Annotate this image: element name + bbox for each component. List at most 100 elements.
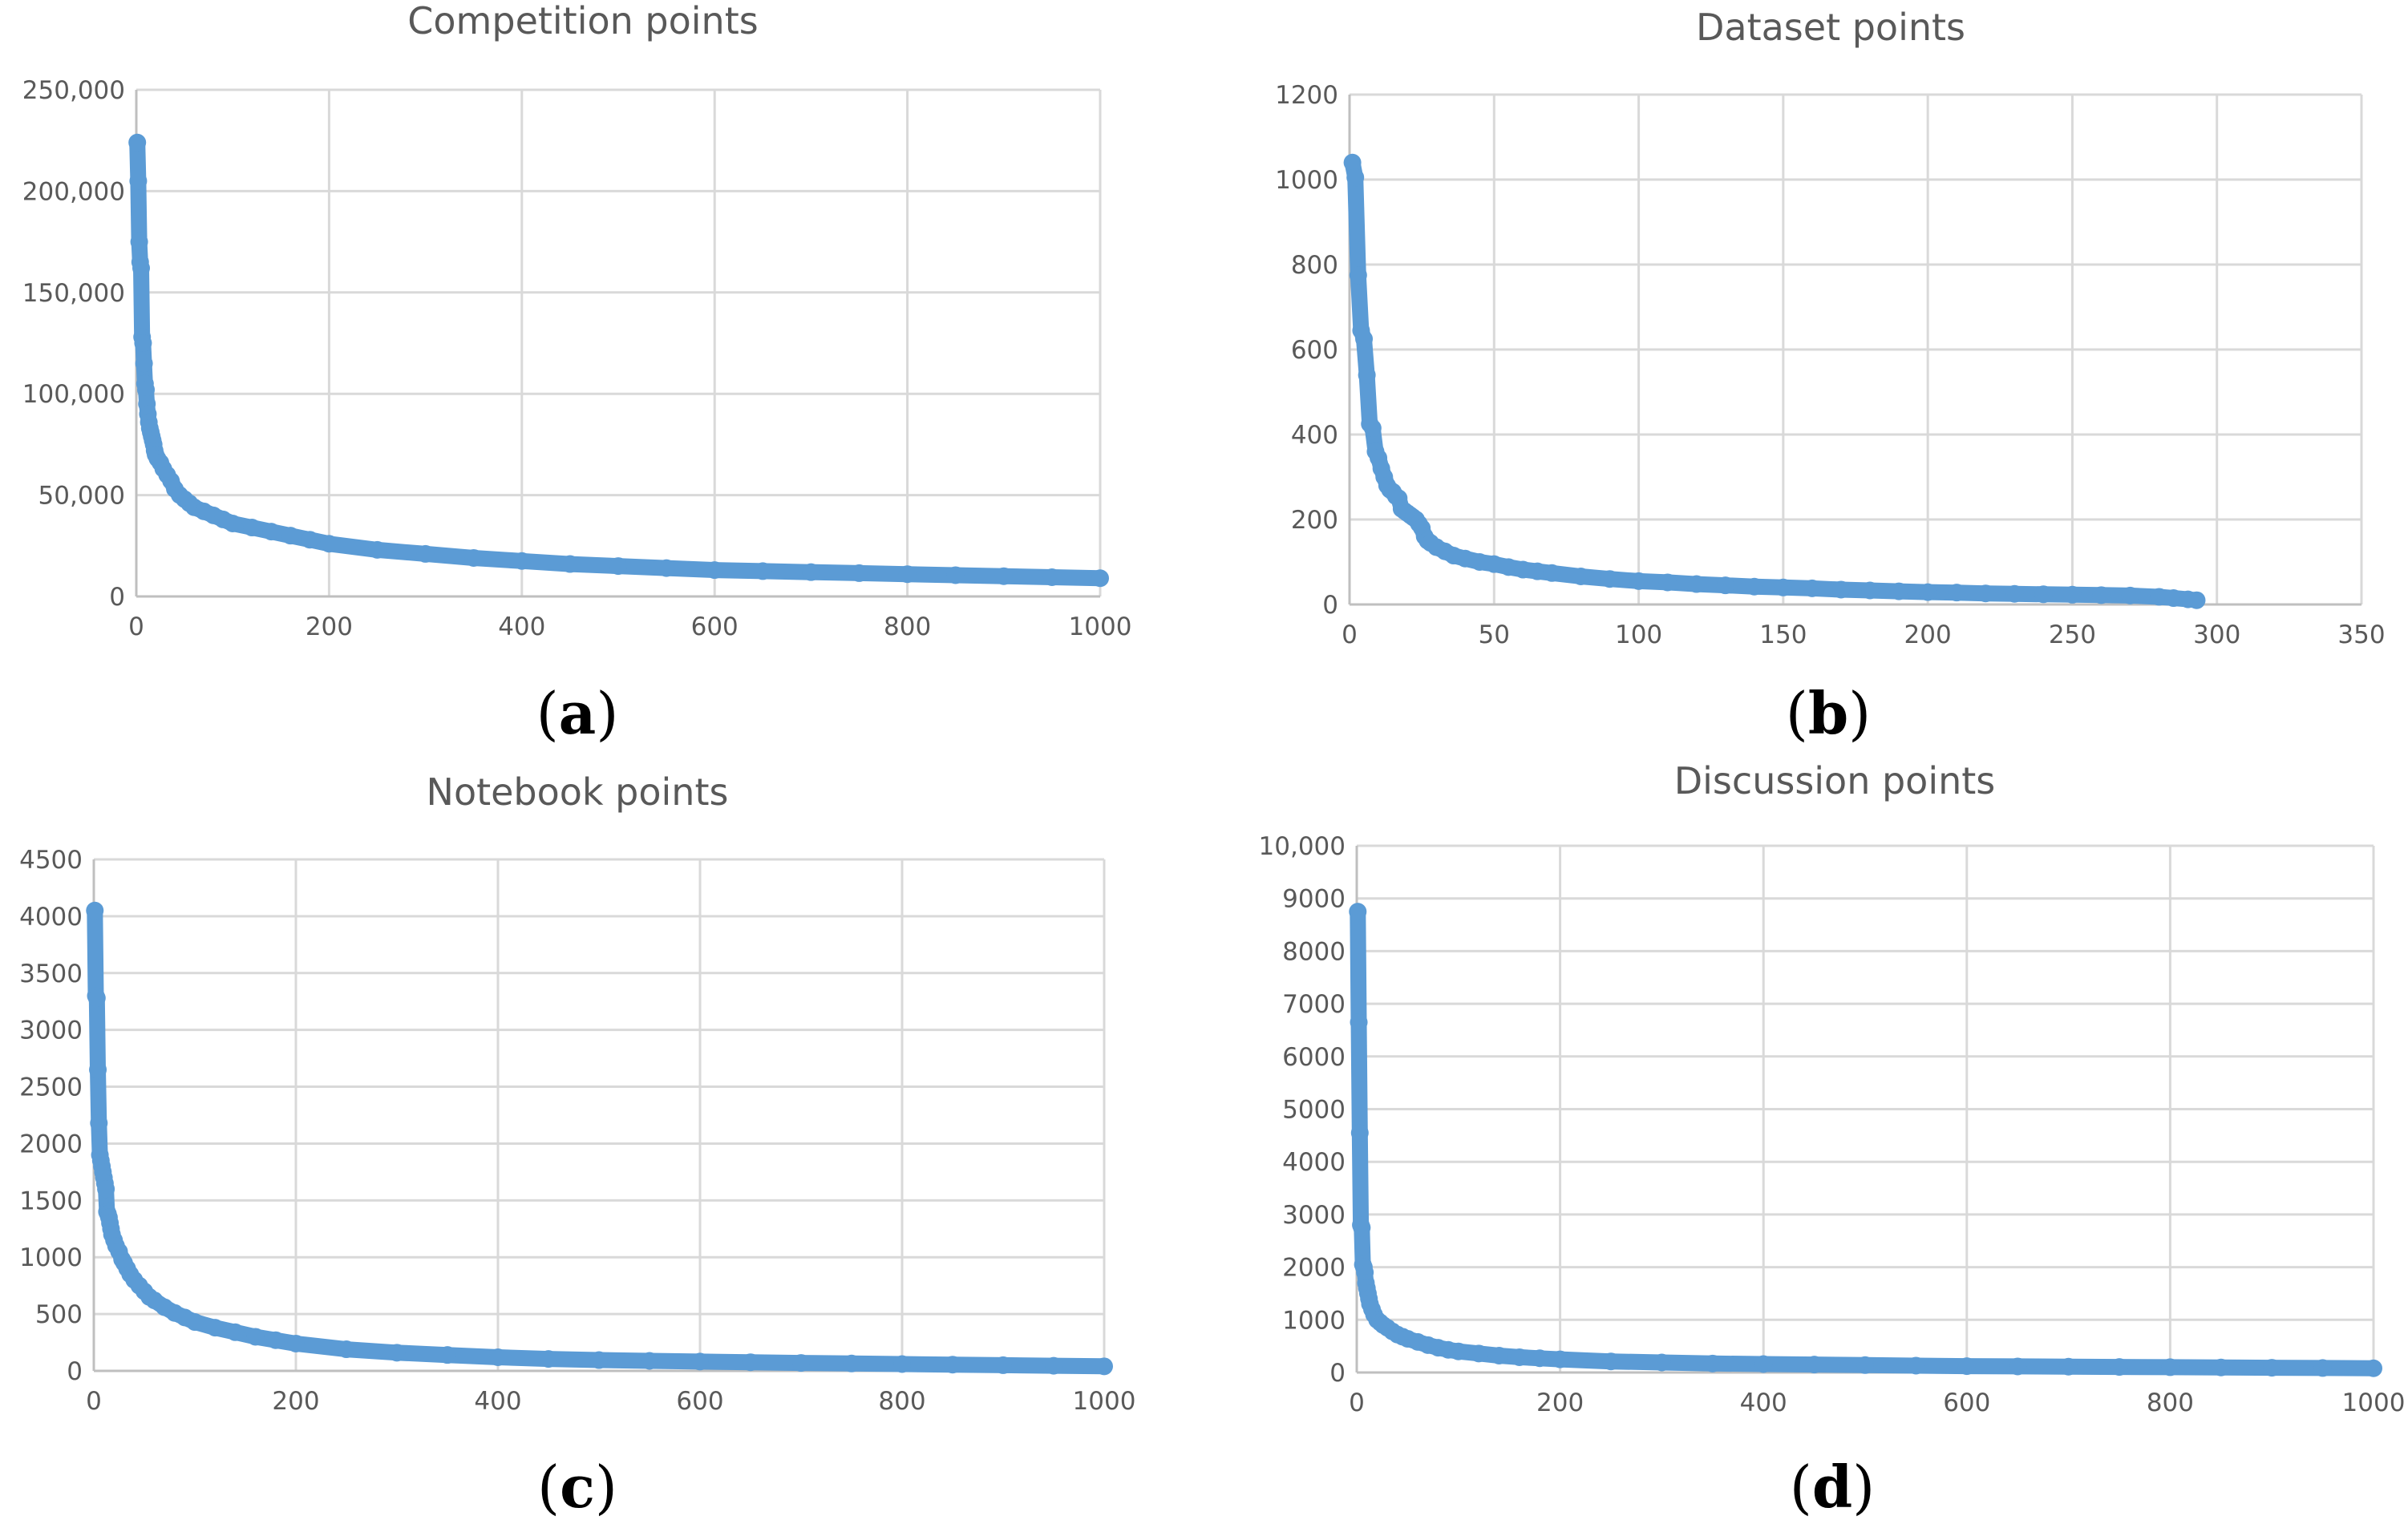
x-tick-label: 350 [2337,621,2385,649]
y-tick-label: 7000 [1282,990,1346,1019]
series-trace [129,134,1108,587]
data-point [946,566,965,584]
data-point [1485,555,1503,573]
y-tick-label: 1000 [19,1243,83,1272]
data-point [2092,586,2111,604]
x-tick-label: 200 [272,1387,319,1416]
x-tick-label: 800 [884,612,931,641]
data-point [994,567,1013,585]
data-point [287,1334,305,1352]
data-point [512,552,531,570]
x-tick-label: 400 [474,1387,521,1416]
data-point [87,988,106,1007]
data-point [206,1319,225,1337]
y-tick-label: 8000 [1282,937,1346,966]
series-trace [87,902,1112,1375]
x-tick-label: 300 [2193,621,2240,649]
y-tick-label: 2500 [19,1073,83,1102]
data-point [246,1328,265,1346]
y-tick-label: 3500 [19,960,83,988]
data-point [540,1350,557,1368]
data-point [994,1356,1012,1374]
data-point [2111,1358,2128,1376]
data-point [2150,588,2168,606]
data-point [2005,584,2024,603]
data-point [301,531,319,549]
panel-letter: c [560,1453,595,1521]
data-point [1470,1344,1488,1363]
data-point [843,1354,860,1372]
data-point [243,519,261,537]
x-tick-label: 400 [498,612,545,641]
chart-panel-d: Discussion points01000200030004000500060… [1259,759,2406,1521]
x-tick-label: 0 [1342,621,1358,649]
chart-panel-b: Dataset points 0 200 400 600 800 1000 1200 0 50 10… [1275,6,2385,747]
data-point [1499,558,1518,576]
data-point [1543,564,1561,582]
data-point [1349,266,1367,285]
data-point [89,1061,107,1079]
data-point [2365,1359,2382,1377]
data-point [1353,1219,1371,1237]
panel-label: (c) [537,1453,617,1521]
y-tick-label: 2000 [19,1130,83,1158]
series-trace [1350,903,2382,1376]
x-tick-label: 600 [676,1387,723,1416]
panel-letter: b [1808,679,1848,747]
data-point [1948,584,1966,602]
data-point [1907,1356,1925,1375]
data-point [224,514,242,532]
data-point [1687,575,1706,593]
y-tick-label: 2000 [1282,1254,1346,1283]
data-point [2187,591,2206,609]
y-tick-label: 1000 [1282,1306,1346,1335]
panel-letter: d [1812,1453,1852,1521]
data-point [262,523,281,541]
y-tick-label: 6000 [1282,1043,1346,1072]
data-point [1601,570,1619,588]
data-point [86,901,104,920]
y-tick-label: 1000 [1275,166,1338,195]
data-point [1510,1348,1528,1366]
y-tick-label: 3000 [19,1017,83,1045]
chart-panel-a: Competition points 0 50,000 100,000 150,000 2… [22,0,1132,747]
panel-label: (b) [1786,679,1872,747]
chart-panel-c: Notebook points0500100015002000250030003… [19,770,1135,1521]
data-point [1803,579,1821,597]
data-point [135,354,153,373]
data-point [281,527,300,545]
data-point [1363,419,1382,438]
data-point [2212,1358,2230,1376]
data-point [1346,168,1365,187]
data-point [1977,584,1995,603]
panel-label: (d) [1790,1453,1876,1521]
data-point [1653,1353,1671,1372]
x-tick-label: 100 [1615,621,1662,649]
data-point [706,561,724,580]
data-point [134,334,152,352]
data-point [1471,553,1489,571]
panel-letter: a [559,679,597,747]
data-point [128,133,147,152]
x-tick-label: 200 [306,612,353,641]
data-point [97,1180,115,1199]
y-tick-label: 4000 [1282,1148,1346,1177]
x-tick-label: 50 [1479,621,1510,649]
data-point [1754,1355,1773,1373]
data-point [1716,576,1734,595]
y-tick-label: 600 [1291,336,1338,365]
y-tick-label: 800 [1291,251,1338,280]
y-tick-label: 200 [1291,506,1338,535]
data-point [2009,1357,2027,1376]
data-point [2161,1358,2179,1376]
x-tick-label: 0 [86,1387,102,1416]
y-tick-label: 200,000 [22,177,125,206]
y-tick-label: 0 [67,1357,83,1386]
y-tick-label: 5000 [1282,1096,1346,1125]
data-point [2059,1357,2078,1376]
data-point [266,1331,285,1349]
data-point [590,1351,608,1369]
panel-label: (a) [536,679,619,747]
data-point [1531,1349,1549,1368]
data-point [489,1348,507,1366]
